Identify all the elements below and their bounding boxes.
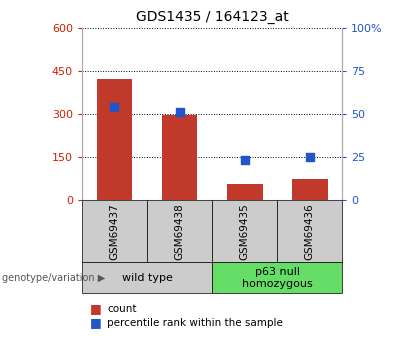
Point <box>176 109 183 115</box>
Text: p63 null
homozygous: p63 null homozygous <box>242 267 312 288</box>
Text: ■: ■ <box>90 302 102 315</box>
Point <box>307 154 313 160</box>
Bar <box>292 179 328 200</box>
Text: genotype/variation ▶: genotype/variation ▶ <box>2 273 105 283</box>
Text: GSM69438: GSM69438 <box>175 203 184 259</box>
Text: GSM69435: GSM69435 <box>240 203 249 259</box>
Text: GSM69437: GSM69437 <box>110 203 119 259</box>
Point <box>241 158 248 163</box>
Text: wild type: wild type <box>121 273 173 283</box>
Text: count: count <box>107 304 136 314</box>
Text: percentile rank within the sample: percentile rank within the sample <box>107 318 283 327</box>
Text: GSM69436: GSM69436 <box>305 203 315 259</box>
Point <box>111 104 118 110</box>
Bar <box>97 79 132 200</box>
Bar <box>227 184 262 200</box>
Text: ■: ■ <box>90 316 102 329</box>
Title: GDS1435 / 164123_at: GDS1435 / 164123_at <box>136 10 289 24</box>
Bar <box>162 115 197 200</box>
